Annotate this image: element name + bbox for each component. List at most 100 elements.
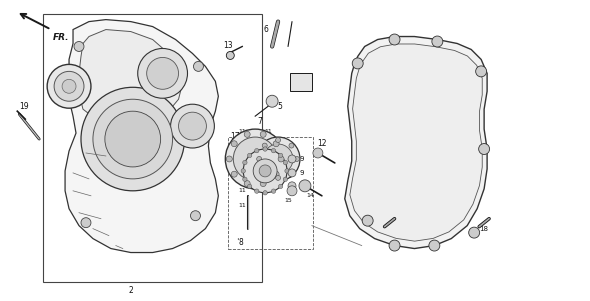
- Circle shape: [137, 48, 188, 98]
- Circle shape: [429, 240, 440, 251]
- Circle shape: [273, 171, 279, 177]
- Circle shape: [231, 141, 237, 147]
- Text: 6: 6: [263, 25, 268, 34]
- Circle shape: [227, 51, 234, 59]
- Text: 10: 10: [238, 176, 247, 182]
- Circle shape: [294, 157, 300, 161]
- Circle shape: [262, 170, 267, 175]
- Circle shape: [468, 227, 480, 238]
- Text: 18: 18: [480, 226, 489, 232]
- Circle shape: [285, 169, 289, 173]
- Circle shape: [260, 131, 266, 137]
- Circle shape: [225, 129, 285, 189]
- Text: 8: 8: [238, 238, 243, 247]
- Polygon shape: [79, 29, 182, 129]
- Circle shape: [241, 169, 245, 173]
- Circle shape: [271, 189, 276, 193]
- Circle shape: [273, 141, 279, 147]
- Circle shape: [263, 147, 267, 151]
- Circle shape: [256, 137, 300, 181]
- Text: 2: 2: [129, 286, 133, 295]
- Circle shape: [266, 95, 278, 107]
- Text: 12: 12: [317, 138, 327, 147]
- Circle shape: [352, 58, 363, 69]
- Text: 10: 10: [238, 176, 246, 182]
- Circle shape: [289, 170, 294, 175]
- Circle shape: [244, 181, 250, 187]
- Text: 19: 19: [19, 102, 29, 111]
- Circle shape: [242, 177, 247, 182]
- Text: 3: 3: [385, 77, 390, 86]
- Circle shape: [259, 165, 271, 177]
- Circle shape: [288, 155, 296, 163]
- Circle shape: [262, 143, 267, 148]
- Circle shape: [179, 112, 206, 140]
- Circle shape: [62, 79, 76, 93]
- Circle shape: [283, 160, 287, 165]
- Circle shape: [260, 181, 266, 187]
- Text: 7: 7: [258, 116, 263, 126]
- Text: 14: 14: [306, 193, 314, 198]
- Circle shape: [233, 137, 277, 181]
- Circle shape: [313, 148, 323, 158]
- Circle shape: [191, 211, 201, 221]
- Circle shape: [247, 184, 252, 189]
- Circle shape: [231, 171, 237, 177]
- Polygon shape: [350, 44, 482, 241]
- Circle shape: [253, 159, 277, 183]
- Circle shape: [278, 184, 283, 189]
- Circle shape: [247, 153, 252, 158]
- Bar: [43, 14, 262, 282]
- Text: 15: 15: [284, 198, 292, 203]
- Circle shape: [93, 99, 172, 179]
- Circle shape: [276, 175, 281, 180]
- Circle shape: [254, 189, 259, 193]
- Text: 4: 4: [300, 75, 304, 84]
- Text: 20: 20: [283, 171, 293, 180]
- Circle shape: [263, 144, 293, 174]
- Polygon shape: [345, 36, 487, 249]
- Circle shape: [227, 156, 232, 162]
- Circle shape: [389, 34, 400, 45]
- Circle shape: [81, 218, 91, 228]
- Circle shape: [147, 57, 179, 89]
- Bar: [228, 137, 313, 249]
- Text: 5: 5: [278, 102, 283, 111]
- Circle shape: [478, 144, 490, 154]
- Circle shape: [362, 215, 373, 226]
- Circle shape: [389, 240, 400, 251]
- Text: 18: 18: [385, 226, 394, 232]
- Circle shape: [299, 180, 311, 192]
- Text: 13: 13: [224, 41, 233, 50]
- Circle shape: [271, 148, 276, 153]
- Circle shape: [105, 111, 160, 167]
- Circle shape: [287, 186, 297, 196]
- Circle shape: [74, 42, 84, 51]
- Circle shape: [278, 156, 284, 162]
- Circle shape: [283, 177, 287, 182]
- Bar: [290, 73, 312, 91]
- Text: FR.: FR.: [53, 33, 70, 42]
- Text: 11: 11: [238, 203, 246, 208]
- Circle shape: [257, 157, 261, 161]
- Text: 9: 9: [300, 156, 304, 162]
- Text: 16: 16: [73, 89, 83, 98]
- Circle shape: [278, 153, 283, 158]
- Circle shape: [254, 148, 259, 153]
- Circle shape: [288, 182, 296, 190]
- Circle shape: [244, 131, 250, 137]
- Text: 11: 11: [238, 129, 246, 134]
- Text: 9: 9: [300, 170, 304, 176]
- Circle shape: [263, 191, 267, 195]
- Circle shape: [432, 36, 443, 47]
- Text: 17: 17: [231, 132, 240, 141]
- Text: 21: 21: [250, 174, 260, 183]
- Circle shape: [194, 61, 204, 71]
- Circle shape: [276, 138, 281, 143]
- Circle shape: [243, 149, 287, 193]
- Circle shape: [289, 143, 294, 148]
- Circle shape: [171, 104, 214, 148]
- Circle shape: [54, 71, 84, 101]
- Text: 11: 11: [264, 129, 272, 134]
- Text: 9: 9: [300, 183, 304, 189]
